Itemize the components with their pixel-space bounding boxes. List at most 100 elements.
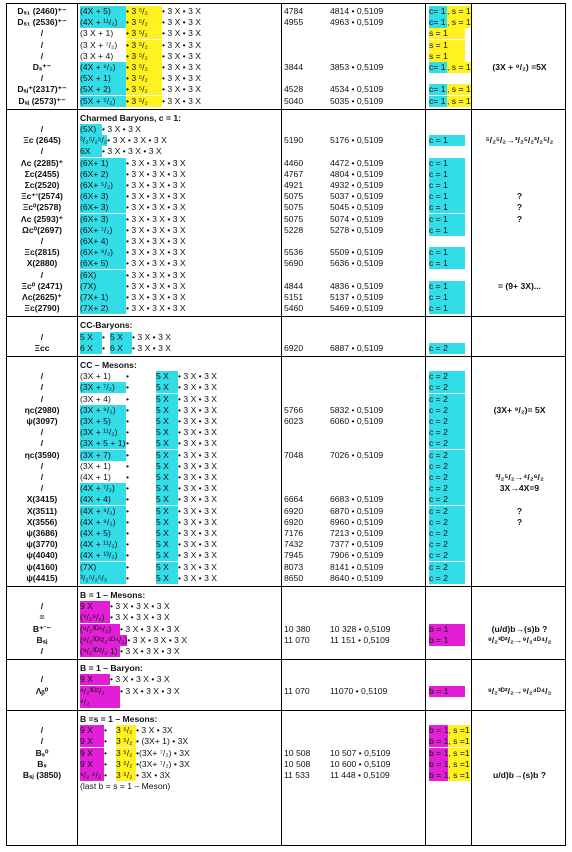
table-row: / 9 X • 3 ⁵/₂ • (3X+ 1) • 3X b = 1, s =1 bbox=[7, 736, 565, 748]
highlighted-term: • 3 X • 3 X • 3 X bbox=[126, 292, 186, 302]
quantum-number: s = 1 bbox=[429, 39, 467, 51]
highlighted-term: c = 1 bbox=[429, 303, 465, 315]
measured-mass: 8073 bbox=[284, 561, 304, 572]
section-divider bbox=[7, 659, 565, 661]
particle-name: Λᴄ(2625)⁺ bbox=[22, 292, 62, 302]
highlighted-term: (5X + 1) bbox=[80, 73, 126, 85]
table-row: Λᵦ⁰ ⁹/₂³ᴰ²/₂ • 3 X • 3 X • 3 X 11 070 11070 … bbox=[7, 685, 565, 697]
calculated-value: 5035 • 0,5109 bbox=[330, 95, 384, 106]
particle-name: Dₛ₁ (2460)⁺⁻ bbox=[17, 6, 67, 16]
calculated-value: 10 507 • 0,5109 bbox=[330, 747, 391, 758]
highlighted-term: • 3 X • 3 X • 3 X bbox=[126, 213, 186, 224]
highlighted-term: • bbox=[126, 528, 130, 538]
highlighted-term: • 3 X • 3 X bbox=[162, 50, 201, 61]
calculated-value: 10 328 • 0,5109 bbox=[330, 623, 391, 634]
table-row: Ξᴄ⁰(2578) (6X+ 3) • 3 X • 3 X • 3 X 5075 504… bbox=[7, 202, 565, 214]
calculated-value: 5278 • 0,5109 bbox=[330, 224, 384, 235]
formula-expression: (3 X + ⁷/₂) • 3 ⁵/₂ • 3 X • 3 X bbox=[80, 39, 280, 51]
remark-note: ? bbox=[516, 213, 523, 224]
measured-mass: 4955 bbox=[284, 17, 304, 28]
measured-mass: 3844 bbox=[284, 62, 304, 72]
table-row: Ξᴄ⁺ʹ(2574) (6X+ 3) • 3 X • 3 X • 3 X 5075 50… bbox=[7, 191, 565, 203]
quantum-number: c = 2 bbox=[429, 472, 467, 483]
highlighted-term: • 3 X • 3 X bbox=[178, 382, 217, 393]
table-row: Dₛ₁ (2536)⁺⁻ (4X + ¹¹/₂) • 3 ⁵/₂ • 3 X • 3 … bbox=[7, 17, 565, 29]
particle-name: Ξᴄ⁰(2578) bbox=[22, 202, 62, 213]
highlighted-term: (4X + ⁹/₂) bbox=[80, 62, 126, 73]
particle-name: ηᴄ(3590) bbox=[24, 449, 60, 460]
particle-name: X(3511) bbox=[26, 505, 58, 516]
quantum-number: c = 1 bbox=[429, 168, 467, 180]
remark-note: ? bbox=[516, 516, 523, 527]
section-title: CC-Baryons: bbox=[80, 320, 133, 331]
highlighted-term: b = 1 bbox=[429, 736, 449, 748]
highlighted-term: c = 2 bbox=[429, 438, 465, 450]
highlighted-term: • (3X+ 1) • 3X bbox=[136, 736, 189, 747]
table-row: Dₛⱼ⁺(2317)⁺⁻ (5X + 2) • 3 ⁵/₂ • 3 X • 3 X 45… bbox=[7, 84, 565, 96]
formula-expression: (4X + ¹¹/₂) • 3 ⁵/₂ • 3 X • 3 X bbox=[80, 17, 280, 29]
highlighted-term: c= 1 bbox=[429, 95, 447, 107]
table-row: X(3511) (4X + ⁹/₂) • 5 X • 3 X • 3 X 6920 6870… bbox=[7, 505, 565, 517]
highlighted-term: • 3 X • 3 X bbox=[178, 528, 217, 538]
calculated-value: 4932 • 0,5109 bbox=[330, 180, 384, 190]
formula-expression: (4X + ⁷/₂) • 5 X • 3 X • 3 X bbox=[80, 483, 280, 495]
highlighted-term: • 3 X • 3 X bbox=[132, 342, 171, 353]
highlighted-term: (⁹/₂³ᴰ²/₂⁴ᴰ⁴/₂) bbox=[80, 634, 128, 646]
particle-name: / bbox=[40, 371, 44, 382]
highlighted-term: • bbox=[104, 725, 108, 736]
highlighted-term: • 3 ⁵/₂ bbox=[126, 17, 162, 29]
highlighted-term: • 3 X • 3 X bbox=[162, 28, 201, 39]
quantum-number: c = 2 bbox=[429, 494, 467, 506]
remark-note: ? bbox=[516, 202, 523, 213]
particle-name: / bbox=[40, 73, 44, 84]
particle-name: / bbox=[40, 460, 44, 471]
table-row: Σᴄ(2455) (6X+ 2) • 3 X • 3 X • 3 X 4767 4804… bbox=[7, 168, 565, 180]
calculated-value: 5137 • 0,5109 bbox=[330, 292, 384, 302]
highlighted-term: • 3 ⁵/₂ bbox=[126, 62, 162, 73]
highlighted-term: (⁹/₂³ᴰ²/₂ 1) bbox=[80, 646, 120, 657]
highlighted-term: (4X + ¹³/₂) bbox=[80, 550, 126, 562]
calculated-value: 5037 • 0,5109 bbox=[330, 191, 384, 202]
highlighted-term: c = 2 bbox=[429, 472, 465, 483]
highlighted-term: (3X + 7) bbox=[80, 449, 126, 461]
measured-mass: 5075 bbox=[284, 213, 304, 224]
table-row: / 9 X • 3 ⁵/₂ • 3 X • 3X b = 1, s =1 bbox=[7, 725, 565, 737]
highlighted-term: (3X + 5 + 1) bbox=[80, 438, 126, 450]
highlighted-term: s = 1 bbox=[429, 39, 465, 51]
highlighted-term: • 3 X • 3 X bbox=[178, 550, 217, 561]
formula-expression: ³/₂⁵/₂⁵/₂• 3 X • 3 X • 3 X bbox=[80, 135, 280, 147]
section-title: B = 1 – Mesons: bbox=[80, 590, 146, 600]
highlighted-term: • 3 X • 3 X • 3 X bbox=[120, 623, 180, 634]
highlighted-term: • 3 ⁵/₂ bbox=[126, 6, 162, 17]
quantum-number: c = 2 bbox=[429, 371, 467, 383]
measured-mass: 11 533 bbox=[284, 770, 310, 780]
particle-name: / bbox=[40, 146, 44, 157]
table-row: B⁺˙⁻ (⁹/₂³ᴰ⁶/₂) • 3 X • 3 X • 3 X 10 380 10 … bbox=[7, 623, 565, 635]
highlighted-term: • 3 X • 3 X • 3 X bbox=[110, 601, 170, 612]
table-row: ψ(3097) (3X + 5) • 5 X • 3 X • 3 X 6023 6060 •… bbox=[7, 416, 565, 427]
quantum-number: c = 1 bbox=[429, 303, 467, 315]
highlighted-term: (5X + ⁵/₂) bbox=[80, 95, 126, 107]
formula-expression: 9 X • 3 X • 3 X • 3 X bbox=[80, 601, 280, 613]
table-row: /5 X • 5 X • 3 X • 3 X bbox=[7, 331, 565, 343]
highlighted-term: • 3 X • 3 X bbox=[178, 438, 217, 449]
highlighted-term: s = 1 bbox=[429, 28, 465, 40]
highlighted-term: • 3 X • 3 X bbox=[178, 427, 217, 438]
particle-name: / bbox=[40, 427, 44, 438]
formula-expression: (5X + ⁵/₂) • 3 ⁵/₂ • 3 X • 3 X bbox=[80, 95, 280, 107]
quantum-number: c = 2 bbox=[429, 460, 467, 472]
measured-mass: 4528 bbox=[284, 84, 304, 95]
highlighted-term: (3X + ⁹/₂) bbox=[80, 404, 126, 416]
highlighted-term: (3 X + 4) bbox=[80, 50, 114, 61]
quantum-number: c = 2 bbox=[429, 528, 467, 539]
highlighted-term: c = 2 bbox=[429, 550, 465, 562]
highlighted-term: ³/₂⁵/₂⁵/₂ bbox=[80, 135, 108, 147]
particle-name: Dₛⱼ (2573)⁺⁻ bbox=[18, 95, 66, 106]
quantum-number: c = 2 bbox=[429, 572, 467, 584]
highlighted-term: • bbox=[126, 572, 130, 583]
highlighted-term: c = 1 bbox=[429, 224, 465, 236]
highlighted-term: c = 2 bbox=[429, 416, 465, 427]
particle-name: / bbox=[40, 725, 44, 736]
highlighted-term: • bbox=[126, 427, 130, 438]
quantum-number: b = 1 bbox=[429, 623, 467, 635]
